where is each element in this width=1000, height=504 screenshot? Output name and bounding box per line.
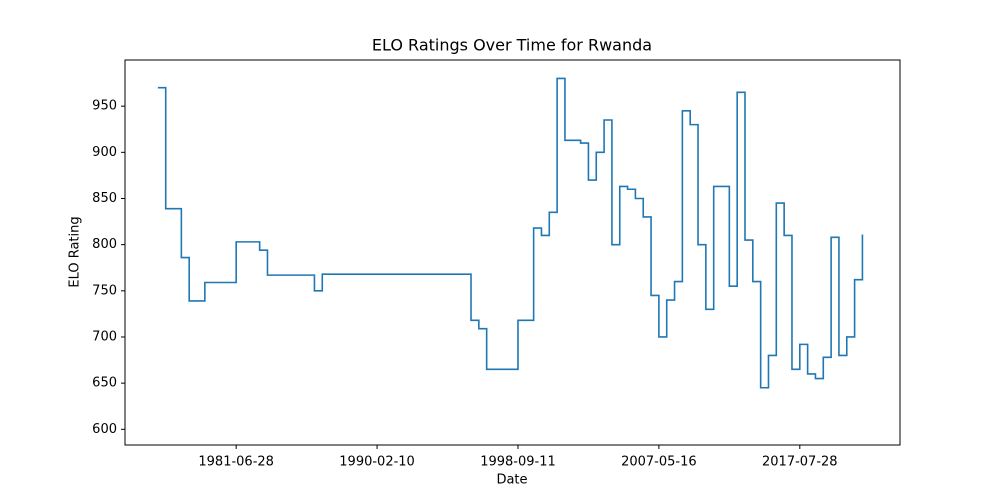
y-tick-label: 650 bbox=[92, 376, 117, 391]
x-tick-label: 1990-02-10 bbox=[339, 455, 415, 470]
y-tick-label: 800 bbox=[92, 237, 117, 252]
y-tick-label: 700 bbox=[92, 329, 117, 344]
x-tick-label: 1998-09-11 bbox=[480, 455, 556, 470]
y-tick-label: 850 bbox=[92, 191, 117, 206]
data-line bbox=[157, 77, 864, 389]
y-tick-label: 950 bbox=[92, 99, 117, 114]
x-axis-label: Date bbox=[496, 473, 527, 488]
y-tick-label: 750 bbox=[92, 283, 117, 298]
x-tick-label: 2017-07-28 bbox=[762, 455, 838, 470]
y-axis-label: ELO Rating bbox=[68, 216, 83, 287]
y-tick-label: 900 bbox=[92, 145, 117, 160]
x-tick-label: 2007-05-16 bbox=[621, 455, 697, 470]
chart-title: ELO Ratings Over Time for Rwanda bbox=[372, 36, 652, 55]
y-tick-label: 600 bbox=[92, 422, 117, 437]
plot-frame bbox=[124, 59, 901, 446]
x-tick-label: 1981-06-28 bbox=[198, 455, 274, 470]
